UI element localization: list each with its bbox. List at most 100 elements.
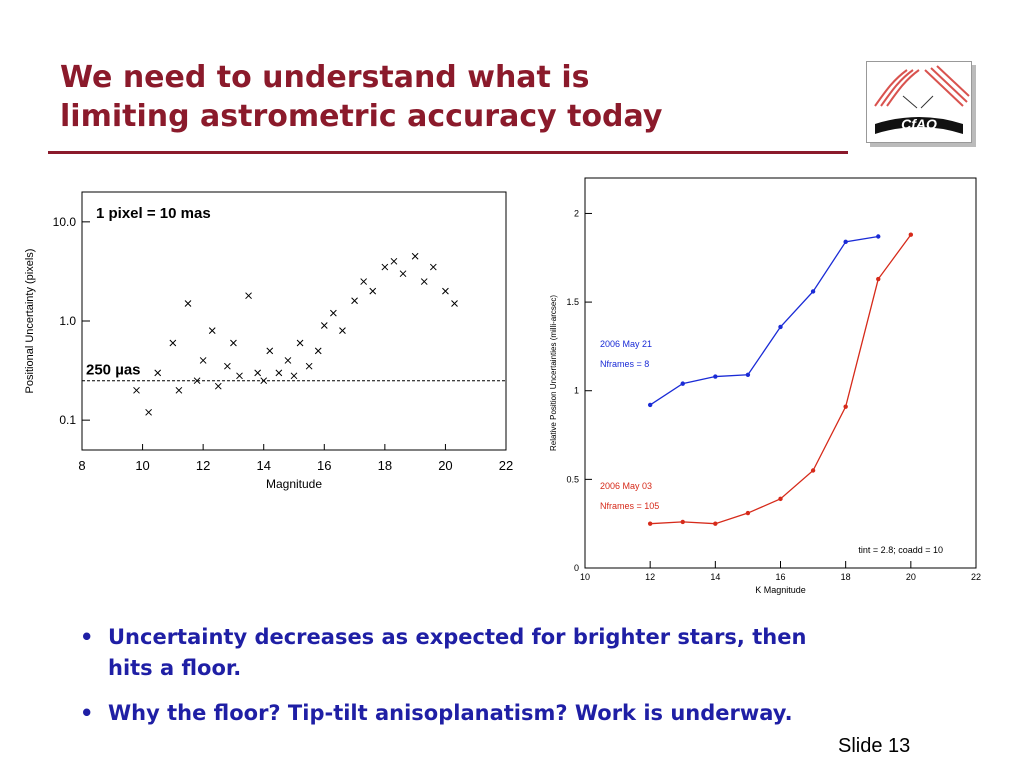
series-point [713,374,718,379]
scatter-point [339,327,346,334]
cfao-logo-icon: CfAO [866,61,972,143]
x-tick-label: 14 [710,572,720,582]
y-axis-label: Positional Uncertainty (pixels) [24,249,36,394]
series-point [680,519,685,525]
chart-annotation: 250 µas [86,362,141,379]
bullet-text-line2: hits a floor. [108,656,242,680]
slide-title-line2: limiting astrometric accuracy today [60,99,663,134]
series-point [843,404,848,409]
series-point [778,324,783,330]
scatter-point [245,292,252,300]
scatter-point [420,278,428,285]
bullet-item: • Why the floor? Tip-tilt anisoplanatism… [80,698,920,729]
scatter-point [145,408,152,416]
scatter-point [369,287,377,295]
x-tick-label: 22 [971,572,981,582]
bullet-text-line1: Uncertainty decreases as expected for br… [108,625,807,649]
series-point [876,276,881,282]
series-point [810,468,816,473]
series-point [908,232,914,237]
x-tick-label: 16 [775,572,785,582]
scatter-point [184,300,192,307]
scatter-point [208,327,216,334]
scatter-point [133,386,140,394]
scatter-point [442,287,449,295]
bullet-marker: • [80,625,94,649]
x-tick-label: 18 [841,572,851,582]
scatter-point [236,372,243,380]
scatter-point [351,297,358,305]
legend-label: Nframes = 8 [600,359,649,369]
x-tick-label: 20 [906,572,916,582]
scatter-point [266,347,274,355]
plot-frame [81,191,507,451]
scatter-point [429,263,437,271]
x-tick-label: 22 [499,458,513,473]
scatter-point [230,339,237,347]
x-tick-label: 8 [78,458,85,473]
y-tick-label: 1.5 [566,297,579,307]
series-point [810,289,816,294]
x-tick-label: 12 [196,458,210,473]
scatter-point [224,362,231,370]
scatter-point [451,300,458,307]
legend-label: 2006 May 03 [600,481,652,491]
bullet-item: • Uncertainty decreases as expected for … [80,622,920,684]
x-tick-label: 12 [645,572,655,582]
bullet-text-line1: Why the floor? Tip-tilt anisoplanatism? … [108,701,793,725]
scatter-point [260,377,268,385]
series-point [876,234,881,239]
scatter-point [320,322,328,329]
series-point [680,381,685,386]
scatter-point [330,309,337,317]
x-axis-label: Magnitude [266,477,322,491]
slide-title-line1: We need to understand what is [60,60,590,95]
x-tick-label: 18 [378,458,392,473]
series-point [843,239,848,245]
x-tick-label: 20 [438,458,452,473]
scatter-point [284,357,292,364]
series-point [745,510,751,516]
scatter-point [275,369,283,377]
series-point [778,496,783,502]
line-chart: 10 12 14 16 18 20 22 0 0.5 1 1.5 2 K Magnitude Relati… [540,170,990,605]
x-axis-label: K Magnitude [755,585,806,595]
scatter-point [360,278,368,285]
bullet-list: • Uncertainty decreases as expected for … [80,622,920,743]
series-point [713,521,718,526]
scatter-point [314,347,322,355]
scatter-point [399,270,407,278]
scatter-point [154,369,162,377]
y-tick-label: 0 [574,563,579,573]
slide-number: Slide 13 [838,735,911,757]
chart-annotation: 1 pixel = 10 mas [96,205,211,222]
x-tick-label: 10 [135,458,149,473]
y-axis-label: Relative Position Uncertainties (milli-a… [549,295,558,451]
x-tick-label: 14 [256,458,270,473]
legend-label: Nframes = 105 [600,501,659,511]
scatter-point [193,377,201,385]
scatter-point [381,263,389,271]
scatter-point [390,257,398,265]
cfao-logo-text: CfAO [901,116,937,132]
series-point [745,372,751,377]
series-point [647,521,653,526]
y-tick-label: 0.1 [59,413,76,427]
scatter-point [296,339,304,347]
x-tick-label: 10 [580,572,590,582]
x-tick-label: 16 [317,458,331,473]
legend-label: 2006 May 21 [600,339,652,349]
bullet-marker: • [80,701,94,725]
scatter-point [169,339,177,347]
scatter-point [214,382,222,390]
series-line [649,235,879,406]
y-tick-label: 1.0 [59,314,76,328]
scatter-point [305,362,313,370]
slide-title: We need to understand what is limiting a… [60,58,840,136]
series-line [650,234,912,525]
scatter-point [411,252,419,260]
series-point [647,402,653,408]
scatter-point [199,357,207,364]
scatter-point [175,386,183,394]
y-tick-label: 1 [574,386,579,396]
